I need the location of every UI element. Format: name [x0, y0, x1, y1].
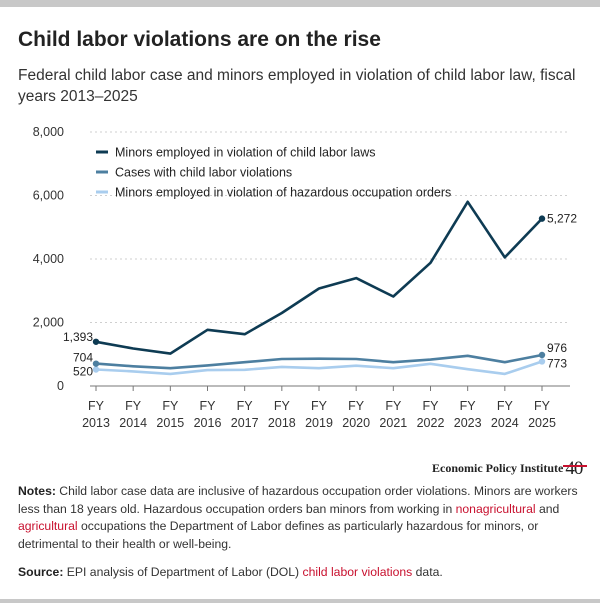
x-tick-label: FY [274, 399, 291, 413]
y-tick-label: 8,000 [33, 125, 64, 139]
notes-text-1: Child labor case data are inclusive of h… [18, 484, 578, 516]
data-labels: 1,393 5,272 704 976 520 773 [63, 212, 577, 379]
x-tick-label: 2019 [305, 416, 333, 430]
x-tick-label: 2018 [268, 416, 296, 430]
start-value-label: 520 [73, 364, 93, 378]
epi-logo: Economic Policy Institute 40 [432, 456, 592, 479]
x-tick-label: 2015 [156, 416, 184, 430]
series-line [94, 200, 544, 355]
series-end-point [538, 351, 546, 359]
y-tick-label: 0 [57, 379, 64, 393]
series-start-point [92, 360, 100, 367]
x-tick-label: FY [162, 399, 179, 413]
x-tick-label: FY [385, 399, 402, 413]
x-axis: FY 2013 FY 2014 FY 2015 FY 2016 FY 2017 FY 2018 FY 20… [82, 386, 556, 430]
child-labor-violations-link[interactable]: child labor violations [302, 565, 413, 579]
end-value-label: 5,272 [547, 212, 577, 226]
agricultural-link[interactable]: agricultural [18, 519, 78, 533]
legend-label: Minors employed in violation of child la… [115, 146, 376, 160]
x-tick-label: FY [348, 399, 365, 413]
source-paragraph: Source: EPI analysis of Department of La… [18, 564, 584, 582]
series-end-point [538, 358, 546, 365]
x-tick-label: FY [534, 399, 551, 413]
y-tick-label: 2,000 [33, 316, 64, 330]
notes-paragraph: Notes: Child labor case data are inclusi… [18, 483, 584, 553]
end-value-label: 976 [547, 341, 567, 355]
y-tick-label: 6,000 [33, 189, 64, 203]
notes-block: Notes: Child labor case data are inclusi… [18, 483, 584, 582]
start-value-label: 1,393 [63, 330, 93, 344]
source-label: Source: [18, 565, 64, 579]
series-start-point [92, 338, 100, 345]
start-value-label: 704 [73, 351, 93, 365]
x-tick-label: 2023 [454, 416, 482, 430]
source-text-1: EPI analysis of Department of Labor (DOL… [63, 565, 303, 579]
series-line [94, 353, 544, 370]
series-end-point [538, 215, 546, 222]
y-axis: 0 2,000 4,000 6,000 8,000 [33, 125, 64, 393]
x-tick-label: FY [460, 399, 477, 413]
top-border [0, 0, 600, 7]
x-tick-label: 2020 [342, 416, 370, 430]
series-line [94, 360, 544, 376]
notes-text-2: and [535, 501, 560, 516]
brand-mark-accent [563, 465, 587, 467]
legend: Minors employed in violation of child la… [96, 146, 451, 200]
brand-mark: 40 [565, 458, 583, 479]
chart-subtitle: Federal child labor case and minors empl… [18, 67, 576, 105]
x-tick-label: 2017 [231, 416, 259, 430]
x-tick-label: 2013 [82, 416, 110, 430]
y-tick-label: 4,000 [33, 252, 64, 266]
x-tick-label: FY [88, 399, 105, 413]
x-tick-label: FY [237, 399, 254, 413]
x-tick-label: 2022 [417, 416, 445, 430]
bottom-border [0, 599, 600, 603]
x-tick-label: 2014 [119, 416, 147, 430]
end-value-label: 773 [547, 356, 567, 370]
x-tick-label: FY [311, 399, 328, 413]
nonagricultural-link[interactable]: nonagricultural [455, 501, 536, 516]
brand-name: Economic Policy Institute [432, 461, 564, 475]
legend-label: Cases with child labor violations [115, 166, 292, 180]
chart-title: Child labor violations are on the rise [18, 28, 381, 51]
x-tick-label: FY [497, 399, 514, 413]
series-lines [92, 200, 546, 376]
notes-label: Notes: [18, 484, 56, 498]
legend-label: Minors employed in violation of hazardou… [115, 186, 451, 200]
x-tick-label: FY [200, 399, 217, 413]
source-text-2: data. [412, 565, 443, 579]
x-tick-label: 2016 [194, 416, 222, 430]
series-start-point [92, 366, 100, 373]
x-tick-label: 2024 [491, 416, 519, 430]
x-tick-label: FY [423, 399, 440, 413]
x-tick-label: 2021 [379, 416, 407, 430]
x-tick-label: FY [125, 399, 142, 413]
notes-text-3: occupations the Department of Labor defi… [18, 519, 539, 551]
x-tick-label: 2025 [528, 416, 556, 430]
